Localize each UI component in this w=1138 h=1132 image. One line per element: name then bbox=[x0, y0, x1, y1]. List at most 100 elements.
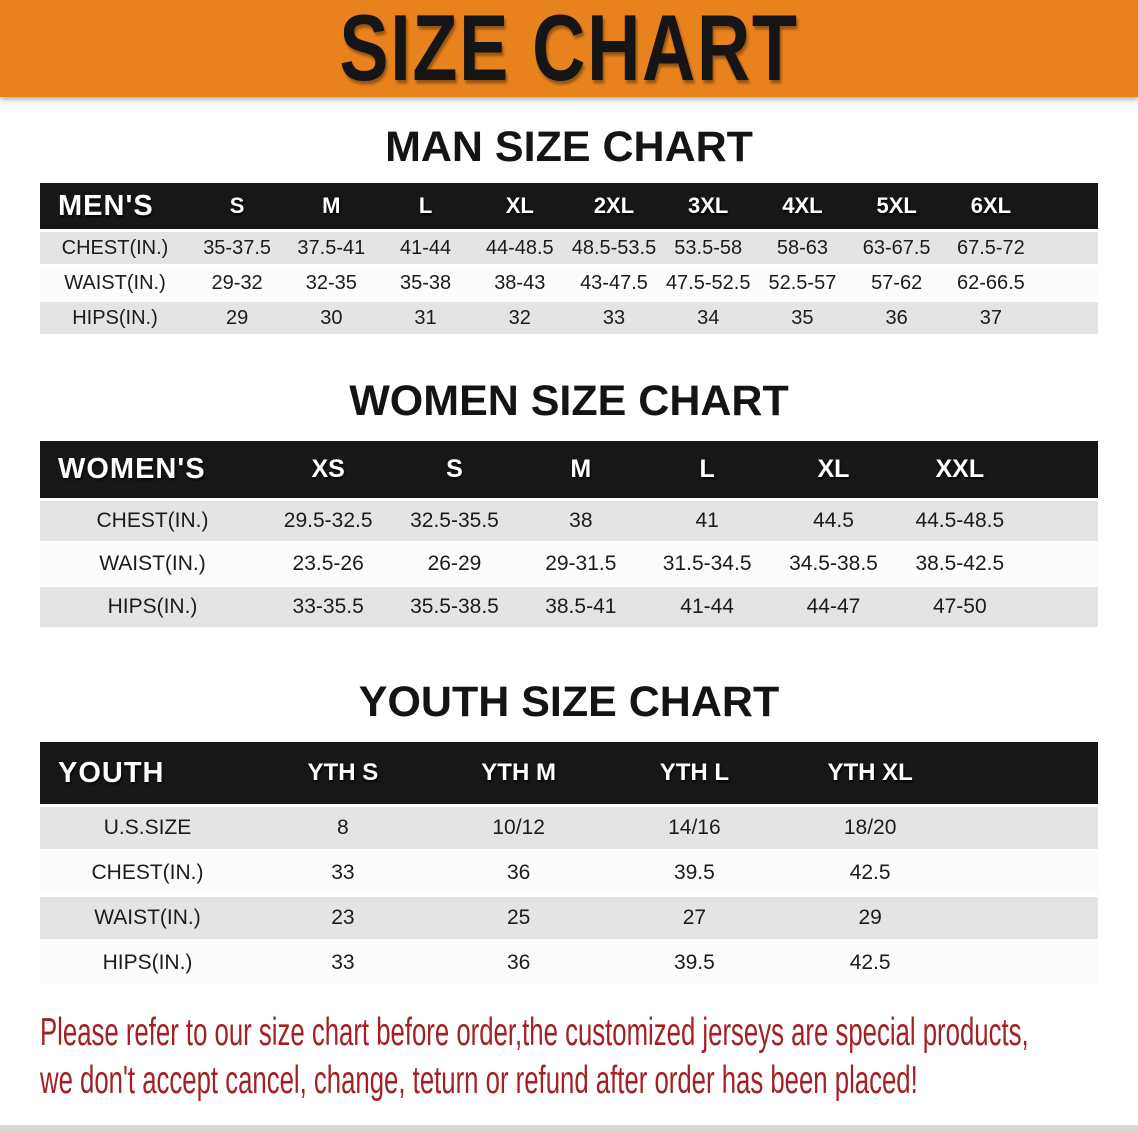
cell: 14/16 bbox=[606, 807, 783, 849]
section-youth: YOUTH SIZE CHART YOUTH YTH S YTH M YTH L YTH … bbox=[40, 678, 1098, 987]
column-header: S bbox=[391, 441, 518, 498]
row-label: WAIST(IN.) bbox=[40, 544, 265, 584]
table-row-waist-in.: WAIST(IN.) 23.5-26 26-29 29-31.5 31.5-34.5 34… bbox=[40, 544, 1098, 584]
disclaimer: Please refer to our size chart before or… bbox=[40, 1009, 1138, 1104]
cell: 41 bbox=[643, 501, 771, 541]
cell: 42.5 bbox=[782, 852, 958, 894]
cell: 35-38 bbox=[378, 267, 473, 299]
section-title-men: MAN SIZE CHART bbox=[385, 123, 753, 171]
column-header: L bbox=[643, 441, 771, 498]
cell: 38-43 bbox=[472, 267, 567, 299]
cell: 44.5-48.5 bbox=[896, 501, 1023, 541]
group-label-women: WOMEN'S bbox=[40, 441, 265, 498]
spacer-cell bbox=[1023, 441, 1098, 498]
table-row-hips-in.: HIPS(IN.) 33 36 39.5 42.5 bbox=[40, 942, 1098, 984]
cell: 35.5-38.5 bbox=[391, 587, 518, 627]
row-label: U.S.SIZE bbox=[40, 807, 255, 849]
sections: MAN SIZE CHART MEN'S S M L XL 2XL 3XL 4XL 5XL 6XL C… bbox=[0, 123, 1138, 987]
column-header: 2XL bbox=[566, 183, 662, 229]
row-label: CHEST(IN.) bbox=[40, 232, 190, 264]
cell: 31.5-34.5 bbox=[643, 544, 771, 584]
column-header: S bbox=[190, 183, 285, 229]
cell: 53.5-58 bbox=[661, 232, 756, 264]
group-label-men: MEN'S bbox=[40, 183, 190, 229]
cell: 38.5-42.5 bbox=[896, 544, 1023, 584]
men-size-table: MEN'S S M L XL 2XL 3XL 4XL 5XL 6XL CHEST(IN.) 35-37… bbox=[40, 180, 1098, 337]
column-header: 5XL bbox=[849, 183, 944, 229]
cell: 39.5 bbox=[606, 942, 783, 984]
cell: 34.5-38.5 bbox=[770, 544, 897, 584]
section-title-women: WOMEN SIZE CHART bbox=[349, 377, 789, 425]
cell: 32 bbox=[472, 302, 567, 334]
cell: 57-62 bbox=[849, 267, 944, 299]
table-row-chest-in.: CHEST(IN.) 33 36 39.5 42.5 bbox=[40, 852, 1098, 894]
cell: 32-35 bbox=[284, 267, 379, 299]
column-header: L bbox=[378, 183, 473, 229]
header-row: MEN'S S M L XL 2XL 3XL 4XL 5XL 6XL bbox=[40, 183, 1098, 229]
cell: 33 bbox=[566, 302, 662, 334]
cell: 62-66.5 bbox=[943, 267, 1038, 299]
banner: SIZE CHART bbox=[0, 0, 1138, 97]
cell: 29 bbox=[190, 302, 285, 334]
section-men: MAN SIZE CHART MEN'S S M L XL 2XL 3XL 4XL 5XL 6XL C… bbox=[40, 123, 1098, 337]
cell: 33 bbox=[255, 942, 431, 984]
cell: 27 bbox=[606, 897, 783, 939]
cell: 43-47.5 bbox=[566, 267, 662, 299]
column-header: 4XL bbox=[755, 183, 850, 229]
spacer-cell bbox=[1023, 544, 1098, 584]
cell: 33-35.5 bbox=[265, 587, 392, 627]
table-row-hips-in.: HIPS(IN.) 33-35.5 35.5-38.5 38.5-41 41-44 44-… bbox=[40, 587, 1098, 627]
disclaimer-line-2: we don't accept cancel, change, teturn o… bbox=[40, 1058, 918, 1102]
cell: 30 bbox=[284, 302, 379, 334]
table-row-chest-in.: CHEST(IN.) 35-37.5 37.5-41 41-44 44-48.5 48.5… bbox=[40, 232, 1098, 264]
cell: 33 bbox=[255, 852, 431, 894]
group-label-youth: YOUTH bbox=[40, 742, 255, 804]
cell: 38 bbox=[517, 501, 644, 541]
cell: 41-44 bbox=[378, 232, 473, 264]
header-row: WOMEN'S XS S M L XL XXL bbox=[40, 441, 1098, 498]
column-header: XS bbox=[265, 441, 392, 498]
column-header: XL bbox=[770, 441, 897, 498]
cell: 29.5-32.5 bbox=[265, 501, 392, 541]
cell: 23.5-26 bbox=[265, 544, 392, 584]
spacer-cell bbox=[958, 852, 1098, 894]
cell: 52.5-57 bbox=[755, 267, 850, 299]
cell: 26-29 bbox=[391, 544, 518, 584]
row-label: HIPS(IN.) bbox=[40, 587, 265, 627]
page-title: SIZE CHART bbox=[339, 0, 799, 101]
cell: 31 bbox=[378, 302, 473, 334]
cell: 42.5 bbox=[782, 942, 958, 984]
cell: 47.5-52.5 bbox=[661, 267, 756, 299]
cell: 37.5-41 bbox=[284, 232, 379, 264]
spacer-cell bbox=[1023, 501, 1098, 541]
column-header: YTH M bbox=[430, 742, 607, 804]
cell: 32.5-35.5 bbox=[391, 501, 518, 541]
cell: 29 bbox=[782, 897, 958, 939]
row-label: CHEST(IN.) bbox=[40, 852, 255, 894]
cell: 44.5 bbox=[770, 501, 897, 541]
table-row-hips-in.: HIPS(IN.) 29 30 31 32 33 34 35 36 37 bbox=[40, 302, 1098, 334]
row-label: CHEST(IN.) bbox=[40, 501, 265, 541]
spacer-cell bbox=[958, 807, 1098, 849]
table-row-chest-in.: CHEST(IN.) 29.5-32.5 32.5-35.5 38 41 44.5 44.5… bbox=[40, 501, 1098, 541]
section-title-youth: YOUTH SIZE CHART bbox=[358, 678, 780, 726]
row-label: HIPS(IN.) bbox=[40, 942, 255, 984]
cell: 36 bbox=[430, 852, 607, 894]
cell: 38.5-41 bbox=[517, 587, 644, 627]
column-header: M bbox=[284, 183, 379, 229]
cell: 36 bbox=[430, 942, 607, 984]
cell: 23 bbox=[255, 897, 431, 939]
cell: 29-31.5 bbox=[517, 544, 644, 584]
column-header: YTH S bbox=[255, 742, 431, 804]
cell: 47-50 bbox=[896, 587, 1023, 627]
cell: 44-48.5 bbox=[472, 232, 567, 264]
bottom-strip bbox=[0, 1125, 1138, 1132]
cell: 48.5-53.5 bbox=[566, 232, 662, 264]
cell: 8 bbox=[255, 807, 431, 849]
spacer-cell bbox=[1038, 267, 1098, 299]
cell: 58-63 bbox=[755, 232, 850, 264]
spacer-cell bbox=[1038, 232, 1098, 264]
spacer-cell bbox=[1023, 587, 1098, 627]
women-size-table: WOMEN'S XS S M L XL XXL CHEST(IN.) 29.5-32.5 32.5… bbox=[40, 438, 1098, 630]
column-header: YTH XL bbox=[782, 742, 958, 804]
